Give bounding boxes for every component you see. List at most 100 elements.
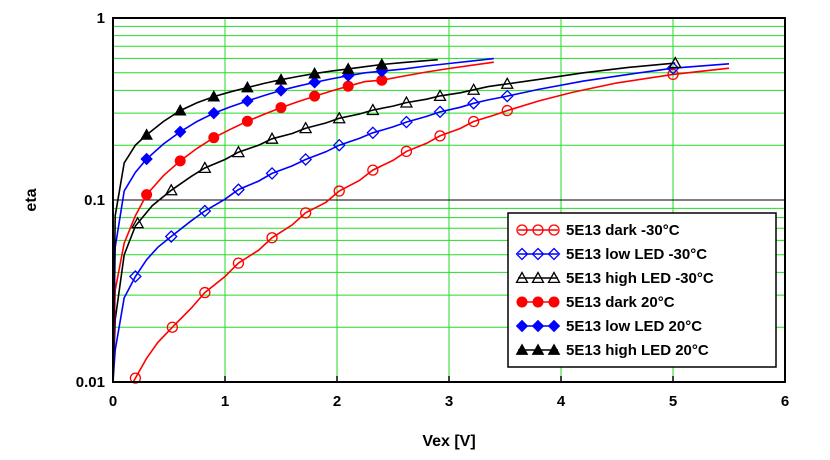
legend-marker	[548, 296, 560, 308]
data-point-series-2	[500, 77, 514, 89]
data-point-series-3	[275, 102, 287, 114]
legend-marker	[531, 319, 545, 333]
data-point-series-3	[208, 132, 220, 144]
y-axis-label: eta	[23, 188, 40, 211]
x-tick-label: 3	[445, 393, 453, 410]
legend-marker	[532, 296, 544, 308]
data-point-series-0	[129, 372, 142, 384]
data-point-series-5	[241, 80, 254, 93]
legend-marker	[531, 247, 545, 261]
data-point-series-1	[232, 183, 245, 197]
y-tick-label: 0.1	[84, 192, 105, 209]
data-point-series-4	[241, 94, 254, 108]
legend-marker	[515, 271, 529, 284]
data-point-series-0	[333, 185, 345, 197]
data-point-series-5	[274, 73, 288, 85]
legend-marker	[547, 271, 561, 284]
data-point-series-5	[375, 58, 389, 70]
data-point-series-4	[173, 125, 187, 139]
legend-box	[507, 212, 777, 368]
data-point-series-4	[274, 84, 288, 97]
series-line-2	[112, 62, 676, 383]
legend-marker	[516, 296, 528, 308]
data-point-series-2	[198, 161, 212, 174]
legend-label: 5E13 high LED -30°C	[566, 270, 714, 287]
data-point-series-3	[342, 80, 354, 92]
data-point-series-5	[173, 104, 187, 116]
data-point-series-1	[467, 96, 481, 110]
legend-marker	[516, 224, 528, 236]
data-point-series-4	[308, 76, 321, 89]
data-point-series-0	[232, 257, 245, 269]
data-point-series-1	[332, 138, 346, 152]
data-point-series-3	[309, 90, 321, 102]
data-point-series-0	[467, 115, 480, 128]
legend-marker	[547, 247, 561, 261]
data-point-series-5	[207, 90, 221, 102]
data-point-series-3	[174, 155, 186, 167]
legend-label: 5E13 high LED 20°C	[566, 342, 709, 359]
data-point-series-1	[164, 230, 178, 243]
data-point-series-2	[131, 216, 145, 229]
data-point-series-0	[166, 321, 179, 333]
x-tick-label: 4	[557, 393, 566, 410]
x-axis-label: Vex [V]	[422, 433, 475, 450]
data-point-series-0	[299, 207, 312, 219]
data-point-series-5	[308, 67, 321, 79]
data-point-series-1	[198, 204, 212, 218]
data-point-series-1	[666, 61, 680, 75]
legend: 5E13 dark -30°C 5E13 low LED -30°C 5E13 hi…	[507, 212, 777, 368]
legend-label: 5E13 low LED 20°C	[566, 318, 702, 335]
legend-marker	[547, 319, 561, 333]
data-point-series-1	[366, 126, 380, 140]
legend-marker	[548, 224, 560, 236]
x-tick-label: 2	[333, 393, 341, 410]
legend-marker	[531, 343, 545, 355]
legend-marker	[547, 343, 561, 355]
x-tick-label: 5	[669, 393, 677, 410]
data-point-series-1	[433, 105, 447, 119]
data-point-series-2	[265, 131, 279, 144]
data-point-series-2	[433, 89, 447, 101]
axis-ticks: 0 1 2 3 4 5 6 0.01 0.1 1	[76, 10, 789, 410]
data-point-series-2	[164, 183, 178, 196]
data-point-series-1	[400, 115, 413, 129]
series-markers	[128, 56, 682, 384]
data-point-series-4	[140, 152, 153, 166]
legend-marker	[515, 319, 529, 333]
legend-marker	[532, 224, 544, 236]
data-point-series-0	[367, 164, 379, 176]
x-tick-label: 0	[109, 393, 117, 410]
data-point-series-2	[231, 145, 246, 158]
data-point-series-1	[500, 89, 514, 103]
data-point-series-1	[299, 153, 313, 166]
y-tick-label: 0.01	[76, 374, 105, 391]
data-point-series-3	[241, 115, 253, 127]
x-tick-label: 6	[781, 393, 789, 410]
data-point-series-2	[399, 95, 414, 108]
data-point-series-4	[207, 106, 221, 120]
legend-marker	[531, 271, 545, 284]
data-point-series-2	[668, 56, 682, 69]
legend-label: 5E13 dark -30°C	[566, 222, 680, 239]
data-point-series-2	[299, 121, 313, 134]
data-point-series-0	[199, 286, 211, 299]
data-point-series-5	[140, 128, 153, 140]
data-point-series-0	[266, 232, 278, 244]
data-point-series-2	[332, 111, 346, 124]
data-point-series-0	[434, 130, 446, 142]
x-tick-label: 1	[221, 393, 229, 410]
legend-label: 5E13 dark 20°C	[566, 294, 675, 311]
data-point-series-0	[667, 68, 679, 81]
data-point-series-1	[265, 166, 279, 180]
data-point-series-5	[341, 62, 355, 74]
data-point-series-0	[400, 145, 413, 158]
legend-marker	[515, 343, 529, 355]
legend-marker	[515, 247, 529, 261]
data-point-series-2	[467, 82, 481, 95]
legend-label: 5E13 low LED -30°C	[566, 246, 707, 263]
data-point-series-2	[366, 103, 380, 116]
data-point-series-3	[141, 189, 153, 201]
data-point-series-0	[501, 104, 513, 117]
